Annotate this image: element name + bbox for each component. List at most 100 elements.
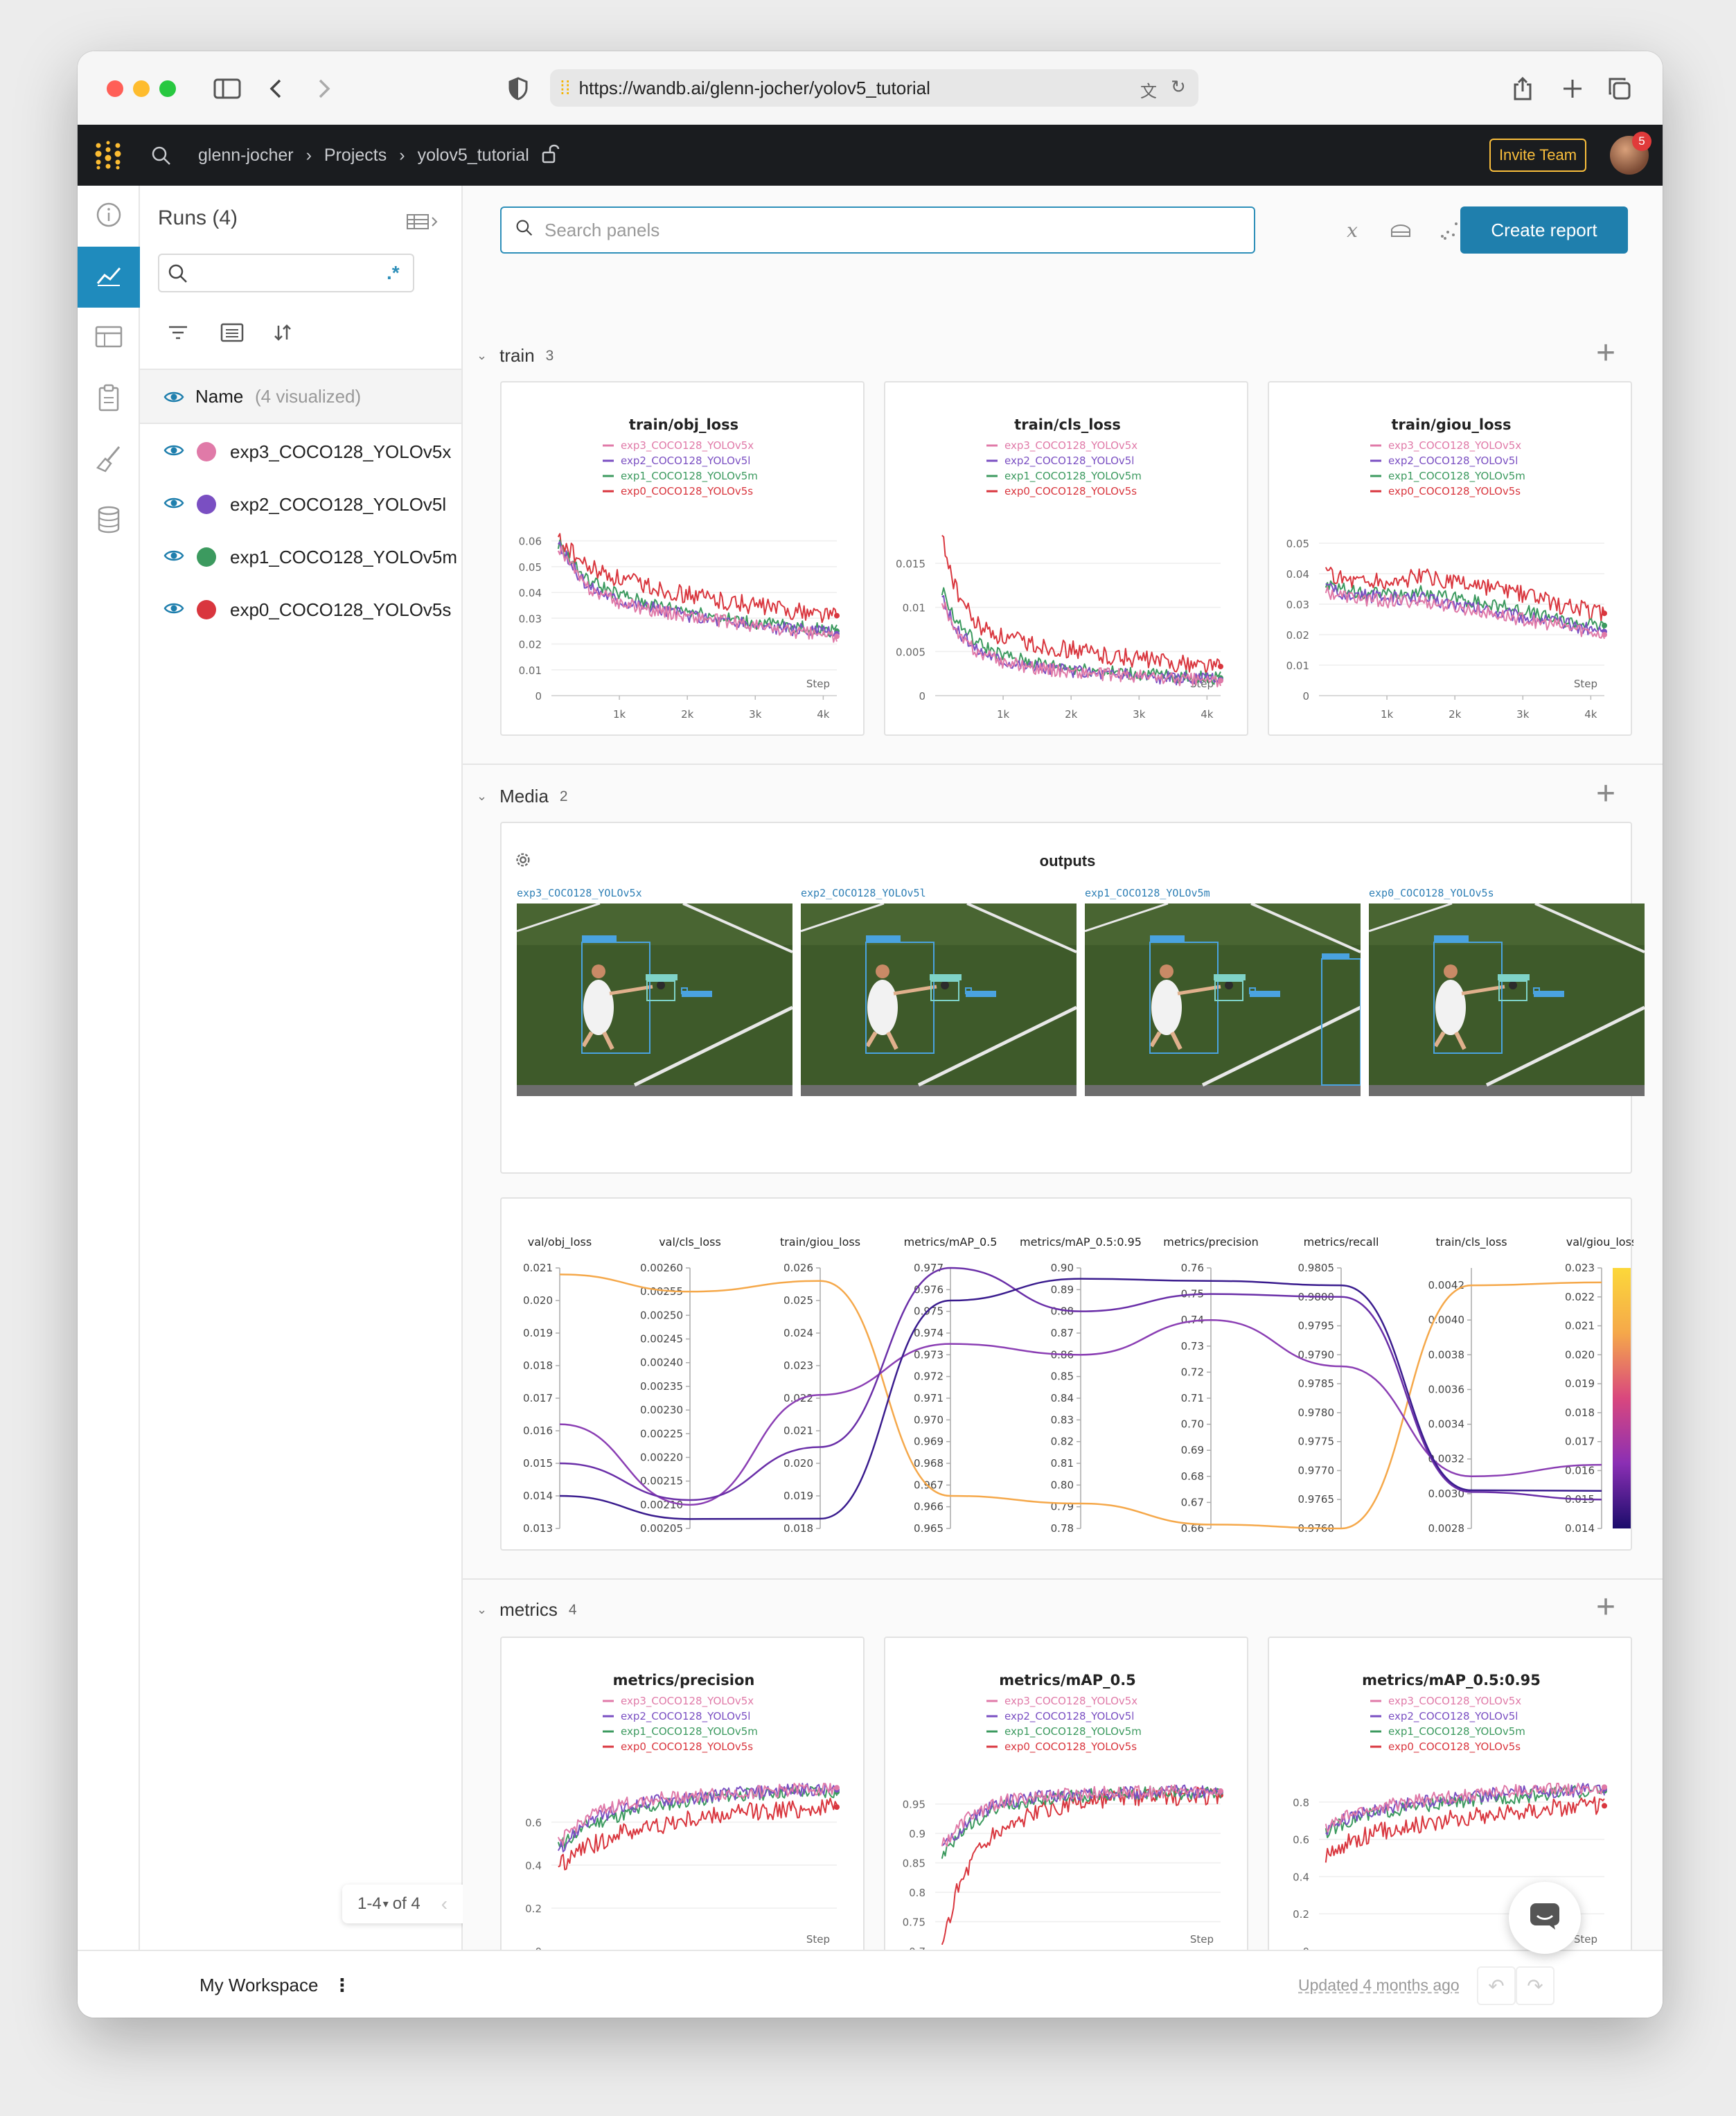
- eye-icon[interactable]: [163, 494, 184, 515]
- run-row[interactable]: exp3_COCO128_YOLOv5x: [140, 425, 461, 478]
- breadcrumb-projects[interactable]: Projects: [324, 146, 387, 165]
- panel-train-obj-loss[interactable]: train/obj_loss exp3_COCO128_YOLOv5x exp2_C…: [500, 381, 865, 736]
- eye-icon[interactable]: [163, 388, 184, 409]
- add-panel-plus-icon[interactable]: +: [1596, 1589, 1616, 1625]
- axis-tick-label: 0.017: [523, 1392, 553, 1404]
- axis-tick-label: 0.9780: [1298, 1407, 1335, 1419]
- rail-sweeps[interactable]: [78, 430, 140, 491]
- filter-icon[interactable]: [168, 324, 188, 344]
- eye-icon[interactable]: [163, 441, 184, 463]
- x-tick-label: 4k: [817, 708, 830, 721]
- run-name[interactable]: exp1_COCO128_YOLOv5m: [230, 546, 458, 567]
- prediction-image[interactable]: [1085, 903, 1361, 1096]
- rail-overview[interactable]: [78, 186, 140, 247]
- runs-search-input[interactable]: .*: [158, 254, 414, 292]
- shield-icon[interactable]: [500, 71, 536, 107]
- run-line[interactable]: [559, 1319, 1602, 1506]
- panel-train-cls-loss[interactable]: train/cls_loss exp3_COCO128_YOLOv5x exp2_C…: [884, 381, 1248, 736]
- panel-metrics-map05[interactable]: metrics/mAP_0.5 exp3_COCO128_YOLOv5x exp2_…: [884, 1637, 1248, 1950]
- workspace-selector[interactable]: My Workspace ⋮: [200, 1975, 351, 1996]
- undo-icon[interactable]: ↶: [1477, 1966, 1516, 2005]
- section-count: 2: [559, 788, 568, 804]
- rail-table[interactable]: [78, 308, 140, 369]
- x-axis-icon[interactable]: x: [1347, 218, 1358, 242]
- run-row[interactable]: exp1_COCO128_YOLOv5m: [140, 531, 461, 583]
- chevron-right-icon: ›: [399, 146, 405, 165]
- add-panel-plus-icon[interactable]: +: [1596, 335, 1616, 371]
- run-color-dot[interactable]: [197, 442, 216, 461]
- breadcrumb-entity[interactable]: glenn-jocher: [198, 146, 294, 165]
- axis-tick-label: 0.016: [523, 1425, 553, 1437]
- chevron-down-icon[interactable]: ⌄: [477, 349, 488, 362]
- run-line[interactable]: [559, 1273, 1602, 1530]
- regex-toggle[interactable]: .*: [387, 262, 400, 283]
- pager-range[interactable]: 1-4: [357, 1894, 382, 1913]
- smoothing-icon[interactable]: [1387, 216, 1415, 244]
- run-row[interactable]: exp0_COCO128_YOLOv5s: [140, 583, 461, 636]
- run-color-dot[interactable]: [197, 547, 216, 567]
- chevron-down-icon[interactable]: ⌄: [477, 789, 488, 803]
- prediction-image[interactable]: [1369, 903, 1645, 1096]
- run-name[interactable]: exp2_COCO128_YOLOv5l: [230, 493, 447, 515]
- rail-reports[interactable]: [78, 369, 140, 430]
- run-color-dot[interactable]: [197, 600, 216, 619]
- panel-parallel-coordinates[interactable]: val/obj_loss 0.021 0.020 0.019 0.018 0.017 0.0…: [500, 1197, 1633, 1551]
- sidebar-toggle-icon[interactable]: [209, 71, 245, 107]
- search-icon: [515, 219, 533, 242]
- section-train-header[interactable]: ⌄ train 3: [477, 345, 553, 367]
- axis-label: metrics/mAP_0.5:0.95: [1020, 1235, 1142, 1249]
- axis-label: train/cls_loss: [1435, 1235, 1507, 1249]
- more-vertical-icon[interactable]: ⋮: [333, 1975, 351, 1995]
- reload-icon[interactable]: ↻: [1171, 76, 1186, 97]
- run-name[interactable]: exp3_COCO128_YOLOv5x: [230, 441, 452, 462]
- sort-icon[interactable]: [273, 323, 292, 346]
- outliers-icon[interactable]: [1435, 216, 1463, 244]
- rail-artifacts[interactable]: [78, 491, 140, 552]
- minimize-window-button[interactable]: [133, 80, 150, 97]
- redo-icon[interactable]: ↷: [1516, 1966, 1555, 2005]
- run-line[interactable]: [559, 1278, 1602, 1520]
- runs-table-header[interactable]: Name (4 visualized): [140, 369, 461, 424]
- forward-icon[interactable]: [306, 71, 342, 107]
- panel-metrics-precision[interactable]: metrics/precision exp3_COCO128_YOLOv5x exp…: [500, 1637, 865, 1950]
- eye-icon[interactable]: [163, 599, 184, 621]
- address-bar[interactable]: ⁞⁞ https://wandb.ai/glenn-jocher/yolov5_…: [550, 69, 1198, 107]
- run-color-dot[interactable]: [197, 495, 216, 514]
- prev-page-icon[interactable]: ‹: [441, 1893, 448, 1914]
- translate-icon[interactable]: 文: [1140, 82, 1157, 101]
- section-media-header[interactable]: ⌄ Media 2: [477, 786, 568, 807]
- name-column-header[interactable]: Name: [195, 385, 244, 407]
- close-window-button[interactable]: [107, 80, 123, 97]
- workspace-label: My Workspace: [200, 1975, 319, 1995]
- add-panel-plus-icon[interactable]: +: [1596, 775, 1616, 812]
- chat-support-button[interactable]: [1509, 1882, 1581, 1954]
- search-panels-input[interactable]: Search panels: [500, 206, 1255, 254]
- tab-overview-icon[interactable]: [1602, 71, 1638, 107]
- group-icon[interactable]: [220, 323, 244, 346]
- wandb-logo-icon[interactable]: [93, 140, 123, 170]
- axis-tick-label: 0.014: [523, 1490, 553, 1502]
- back-icon[interactable]: [258, 71, 294, 107]
- prediction-image[interactable]: [517, 903, 792, 1096]
- x-tick-label: 2k: [1065, 708, 1078, 721]
- unlock-icon[interactable]: [542, 144, 560, 167]
- section-metrics-header[interactable]: ⌄ metrics 4: [477, 1599, 577, 1621]
- zoom-window-button[interactable]: [159, 80, 176, 97]
- chevron-down-icon[interactable]: ▾: [382, 1898, 389, 1910]
- breadcrumb-project[interactable]: yolov5_tutorial: [417, 146, 529, 165]
- share-icon[interactable]: [1505, 71, 1541, 107]
- search-icon[interactable]: [151, 146, 172, 170]
- chevron-down-icon[interactable]: ⌄: [477, 1603, 488, 1616]
- panel-train-giou-loss[interactable]: train/giou_loss exp3_COCO128_YOLOv5x exp2_…: [1268, 381, 1632, 736]
- run-row[interactable]: exp2_COCO128_YOLOv5l: [140, 478, 461, 531]
- invite-team-button[interactable]: Invite Team: [1489, 139, 1586, 172]
- rail-workspace[interactable]: [78, 247, 140, 308]
- table-view-icon[interactable]: [406, 213, 439, 233]
- new-tab-icon[interactable]: [1555, 71, 1591, 107]
- run-line[interactable]: [559, 1267, 1602, 1501]
- eye-icon[interactable]: [163, 547, 184, 568]
- panel-media-outputs[interactable]: outputs exp3_COCO128_YOLOv5x exp2_COCO128…: [500, 822, 1645, 1174]
- prediction-image[interactable]: [801, 903, 1077, 1096]
- create-report-button[interactable]: Create report: [1460, 206, 1628, 254]
- run-name[interactable]: exp0_COCO128_YOLOv5s: [230, 599, 452, 620]
